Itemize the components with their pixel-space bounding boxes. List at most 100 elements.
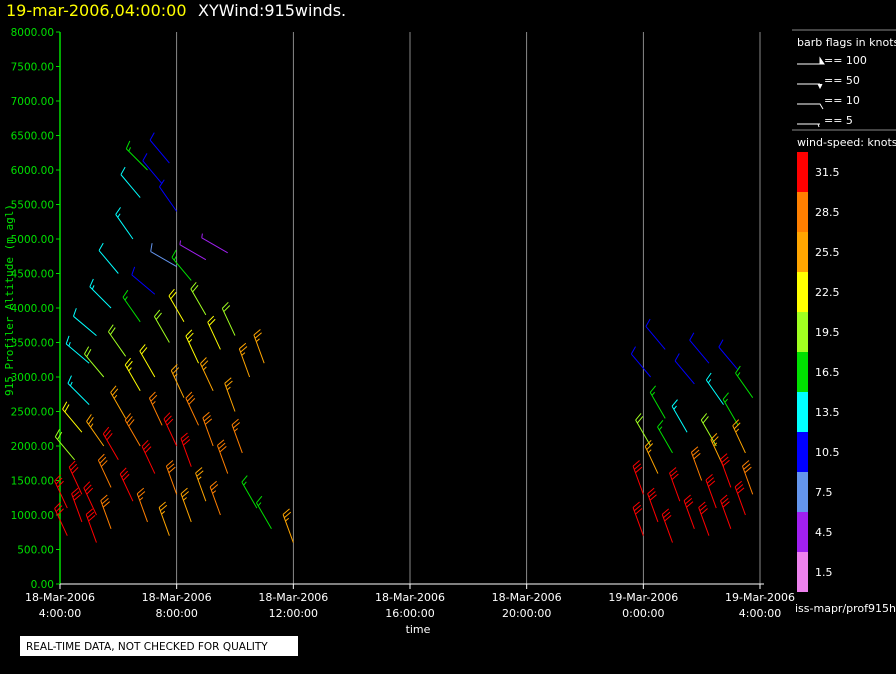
y-tick-label: 500.00 xyxy=(17,545,54,557)
wind-barb xyxy=(195,467,207,502)
wind-barb xyxy=(54,474,68,509)
color-swatch xyxy=(797,312,808,352)
wind-barb xyxy=(131,266,156,295)
color-swatch xyxy=(797,232,808,272)
wind-barb xyxy=(149,132,170,164)
barb-icon xyxy=(797,103,824,110)
wind-barb xyxy=(153,309,170,343)
wind-barb xyxy=(705,473,717,509)
y-tick-label: 2500.00 xyxy=(11,407,54,419)
wind-barb xyxy=(125,140,148,171)
color-label: 31.5 xyxy=(815,166,840,179)
wind-barb xyxy=(661,508,673,543)
color-swatch xyxy=(797,512,808,552)
barb-legend-title: barb flags in knots xyxy=(797,36,896,49)
color-swatch xyxy=(797,392,808,432)
x-tick-label: 18-Mar-2006 xyxy=(258,591,328,604)
wind-barb xyxy=(120,166,141,198)
wind-barb xyxy=(136,487,148,523)
wind-barb xyxy=(282,508,294,543)
color-label: 7.5 xyxy=(815,486,833,499)
color-label: 19.5 xyxy=(815,326,840,339)
barb-icon xyxy=(797,56,825,65)
wind-barb xyxy=(179,240,207,261)
wind-barb xyxy=(142,153,163,185)
x-tick-label: 4:00:00 xyxy=(39,607,81,620)
wind-barb xyxy=(671,399,688,433)
wind-barb xyxy=(68,460,83,495)
wind-barb xyxy=(54,429,75,461)
color-swatch xyxy=(797,152,808,192)
wind-barb xyxy=(644,439,659,474)
wind-barb xyxy=(124,413,141,447)
y-tick-label: 4000.00 xyxy=(11,303,54,315)
y-tick-label: 6000.00 xyxy=(11,165,54,177)
color-label: 28.5 xyxy=(815,206,840,219)
color-label: 16.5 xyxy=(815,366,840,379)
wind-barb xyxy=(674,353,695,385)
note: REAL-TIME DATA, NOT CHECKED FOR QUALITY xyxy=(26,641,268,653)
barb-legend-label: == 100 xyxy=(824,54,867,67)
wind-barb xyxy=(657,420,673,454)
barb-legend-icons xyxy=(797,56,825,128)
barb-icon xyxy=(797,123,820,128)
wind-barb xyxy=(84,346,105,378)
wind-barb xyxy=(180,432,192,467)
wind-barb xyxy=(62,401,83,433)
wind-barb xyxy=(710,433,724,467)
wind-barb xyxy=(158,501,170,536)
y-tick-label: 2000.00 xyxy=(11,441,54,453)
wind-barb xyxy=(221,301,236,336)
barb-legend-label: == 5 xyxy=(824,114,853,127)
barb-legend-label: == 10 xyxy=(824,94,860,107)
wind-barb xyxy=(54,502,68,536)
barb-legend-label: == 50 xyxy=(824,74,860,87)
source: iss-mapr/prof915h xyxy=(795,602,896,615)
note-box xyxy=(20,636,298,656)
wind-barb xyxy=(148,391,163,426)
chart-subtitle: XYWind:915winds. xyxy=(198,1,346,20)
color-swatch xyxy=(797,192,808,232)
wind-barb xyxy=(163,412,178,447)
y-tick-label: 3500.00 xyxy=(11,338,54,350)
wind-barb xyxy=(689,332,710,364)
wind-barb xyxy=(698,501,710,536)
wind-barb xyxy=(168,288,185,323)
wind-barb xyxy=(180,487,192,523)
wind-barb xyxy=(97,453,112,488)
wind-barb xyxy=(124,357,141,392)
y-tick-label: 5500.00 xyxy=(11,200,54,212)
wind-barb xyxy=(741,460,754,495)
wind-barb xyxy=(632,460,644,495)
wind-barb xyxy=(165,460,178,495)
wind-barb xyxy=(185,391,199,426)
wind-barb xyxy=(171,249,192,281)
x-tick-label: 8:00:00 xyxy=(155,607,197,620)
wind-barb xyxy=(720,453,732,488)
y-tick-label: 7000.00 xyxy=(11,96,54,108)
x-tick-label: 19-Mar-2006 xyxy=(725,591,795,604)
y-axis-label: 915 Profiler Altitude (m agl) xyxy=(3,204,16,396)
wind-barb xyxy=(115,207,134,240)
wind-barb xyxy=(734,480,746,516)
wind-barb xyxy=(85,508,97,543)
wind-barb xyxy=(190,282,207,316)
wind-barb xyxy=(100,494,112,529)
wind-barb xyxy=(732,419,746,454)
wind-barb xyxy=(683,494,695,529)
y-tick-label: 4500.00 xyxy=(11,269,54,281)
wind-barb xyxy=(238,342,251,378)
wind-barb xyxy=(256,495,272,530)
wind-barb xyxy=(199,357,214,392)
wind-barb xyxy=(98,242,119,274)
color-swatch xyxy=(797,352,808,392)
wind-barb xyxy=(224,377,236,412)
color-label: 4.5 xyxy=(815,526,833,539)
wind-barb xyxy=(209,480,221,516)
wind-barb xyxy=(705,372,724,405)
wind-barb xyxy=(83,481,97,516)
x-tick-label: 19-Mar-2006 xyxy=(608,591,678,604)
x-tick-label: 4:00:00 xyxy=(739,607,781,620)
wind-barb xyxy=(645,318,666,350)
